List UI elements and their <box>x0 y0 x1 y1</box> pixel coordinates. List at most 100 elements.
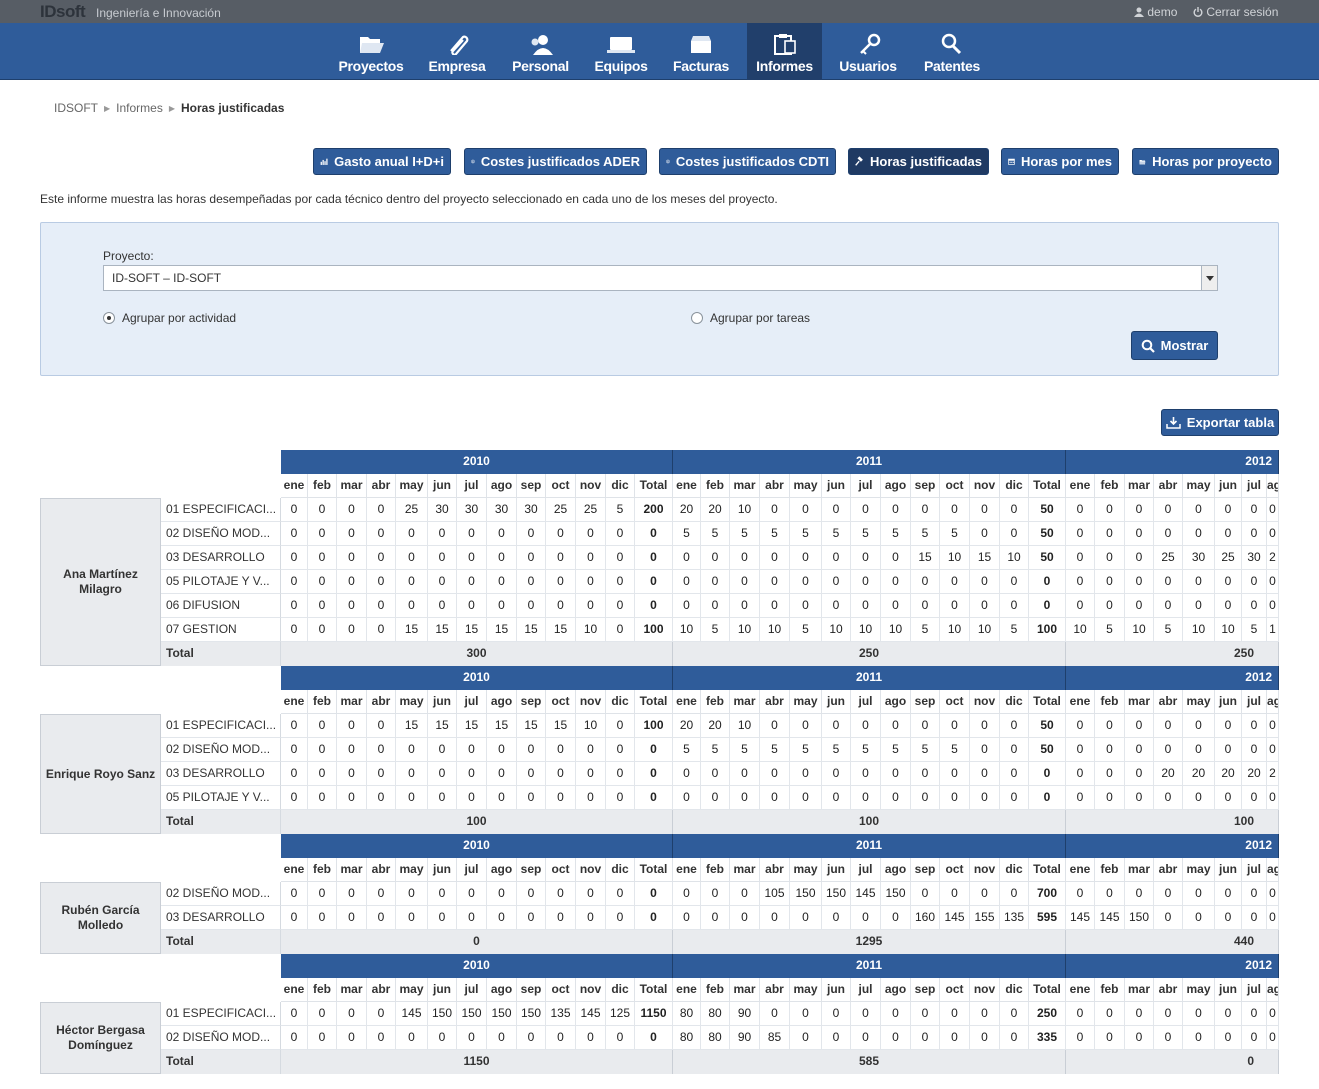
horas-por-proyecto-button[interactable]: Horas por proyecto <box>1132 148 1279 175</box>
hours-cell: 0 <box>517 1026 546 1050</box>
brand-logo[interactable]: IDsoft <box>40 2 86 21</box>
month-header: ene <box>673 858 701 882</box>
month-header: feb <box>701 474 730 498</box>
hours-cell: 0 <box>822 570 851 594</box>
hours-cell: 0 <box>822 1002 851 1026</box>
person-name: Héctor Bergasa Domínguez <box>40 1002 161 1074</box>
nav-personal[interactable]: Personal <box>503 23 578 80</box>
month-header: abr <box>760 690 790 714</box>
nav-usuarios[interactable]: Usuarios <box>832 23 904 80</box>
nav-proyectos[interactable]: Proyectos <box>331 23 411 80</box>
hours-cell: 0 <box>281 570 308 594</box>
breadcrumb-section[interactable]: Informes <box>116 101 163 115</box>
hours-cell: 15 <box>546 618 576 642</box>
group-by-tasks-radio[interactable]: Agrupar por tareas <box>691 311 810 325</box>
hours-cell: 0 <box>606 738 635 762</box>
hours-cell: 0 <box>822 1026 851 1050</box>
nav-label: Personal <box>512 58 569 74</box>
hours-cell: 0 <box>701 762 730 786</box>
hours-cell: 150 <box>790 882 822 906</box>
year-total-cell: 595 <box>1029 906 1066 930</box>
hours-cell: 85 <box>760 1026 790 1050</box>
costes-cdti-button[interactable]: $ Costes justificados CDTI <box>659 148 836 175</box>
user-link[interactable]: demo <box>1134 5 1177 19</box>
hours-cell: 0 <box>457 762 487 786</box>
hours-cell: 0 <box>1000 1002 1029 1026</box>
hours-cell: 0 <box>851 498 881 522</box>
month-header: jul <box>851 978 881 1002</box>
export-table-button[interactable]: Exportar tabla <box>1161 409 1279 436</box>
nav-label: Proyectos <box>338 58 404 74</box>
logout-link[interactable]: Cerrar sesión <box>1193 5 1278 19</box>
horas-justificadas-button[interactable]: Horas justificadas <box>848 148 989 175</box>
breadcrumb-root[interactable]: IDSOFT <box>54 101 98 115</box>
hours-cell: 0 <box>337 546 367 570</box>
hours-cell: 15 <box>428 618 457 642</box>
nav-empresa[interactable]: Empresa <box>421 23 493 80</box>
hours-cell: 0 <box>1000 570 1029 594</box>
radio-unchecked-icon[interactable] <box>691 312 703 324</box>
nav-equipos[interactable]: Equipos <box>587 23 655 80</box>
month-header: sep <box>911 690 940 714</box>
hours-cell: 0 <box>970 786 1000 810</box>
hours-cell: 0 <box>1095 1026 1125 1050</box>
hours-cell: 0 <box>487 762 517 786</box>
chevron-down-icon[interactable] <box>1201 266 1217 290</box>
hours-cell: 0 <box>606 762 635 786</box>
activity-label: 02 DISEÑO MOD... <box>161 1026 281 1050</box>
hours-cell: 0 <box>1183 738 1215 762</box>
radio-checked-icon[interactable] <box>103 312 115 324</box>
month-header: jun <box>1215 978 1242 1002</box>
hours-cell: 0 <box>760 906 790 930</box>
year-total-cell: 50 <box>1029 546 1066 570</box>
show-button[interactable]: Mostrar <box>1131 331 1218 360</box>
hours-cell: 0 <box>1095 522 1125 546</box>
hours-cell: 0 <box>881 594 911 618</box>
gasto-anual-button[interactable]: Gasto anual I+D+i <box>313 148 451 175</box>
hours-cell: 0 <box>546 738 576 762</box>
activity-label: 02 DISEÑO MOD... <box>161 522 281 546</box>
hours-cell: 0 <box>760 498 790 522</box>
total-label: Total <box>161 1050 281 1074</box>
month-header: feb <box>1095 474 1125 498</box>
hours-cell: 10 <box>730 714 760 738</box>
hours-cell: 0 <box>851 906 881 930</box>
hours-cell: 0 <box>1095 1002 1125 1026</box>
hours-cell: 0 <box>760 786 790 810</box>
hours-cell: 0 <box>1125 786 1154 810</box>
hours-cell: 0 <box>1215 570 1242 594</box>
hours-cell: 20 <box>1215 762 1242 786</box>
nav-informes[interactable]: Informes <box>747 23 822 80</box>
month-header: ene <box>673 474 701 498</box>
hours-cell: 0 <box>308 882 337 906</box>
project-select-value: ID-SOFT – ID-SOFT <box>112 271 222 285</box>
nav-facturas[interactable]: Facturas <box>665 23 737 80</box>
month-header: jul <box>457 690 487 714</box>
hours-cell: 0 <box>940 762 970 786</box>
year-total-cell: 700 <box>1029 882 1066 906</box>
hours-cell: 25 <box>1154 546 1183 570</box>
hours-cell: 0 <box>1066 882 1095 906</box>
nav-label: Patentes <box>924 58 980 74</box>
hours-cell: 0 <box>1154 570 1183 594</box>
hours-cell: 0 <box>428 1026 457 1050</box>
hours-cell: 135 <box>1000 906 1029 930</box>
nav-patentes[interactable]: Patentes <box>914 23 990 80</box>
hours-cell: 0 <box>1183 498 1215 522</box>
hours-cell: 0 <box>1183 714 1215 738</box>
hours-cell: 0 <box>760 570 790 594</box>
hours-cell: 0 <box>576 762 606 786</box>
coin-icon: $ <box>471 159 475 163</box>
activity-label: 03 DESARROLLO <box>161 546 281 570</box>
costes-ader-button[interactable]: $ Costes justificados ADER <box>464 148 647 175</box>
person-year-total: 1150 <box>281 1050 673 1074</box>
year-total-cell: 0 <box>635 1026 673 1050</box>
hours-cell: 0 <box>337 786 367 810</box>
project-select[interactable]: ID-SOFT – ID-SOFT <box>103 265 1218 291</box>
hours-cell: 0 <box>367 786 396 810</box>
hours-cell: 0 <box>606 882 635 906</box>
horas-por-mes-button[interactable]: Horas por mes <box>1001 148 1119 175</box>
month-header: mar <box>337 858 367 882</box>
group-by-activity-radio[interactable]: Agrupar por actividad <box>103 311 236 325</box>
hours-cell: 0 <box>308 594 337 618</box>
